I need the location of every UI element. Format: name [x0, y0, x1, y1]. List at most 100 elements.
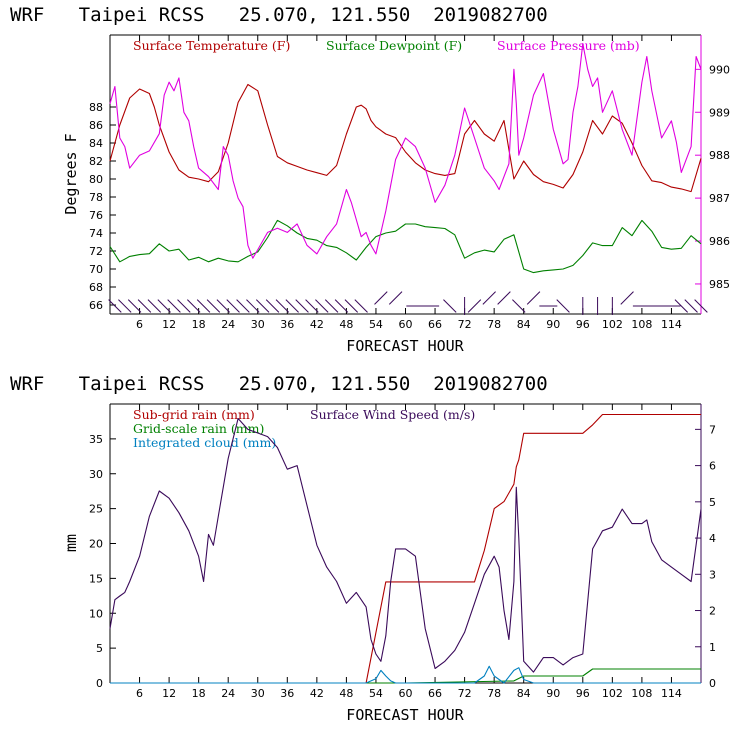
chart1-wind-barb [295, 299, 309, 313]
chart1-y-tick-label: 70 [89, 263, 103, 276]
chart2-y-tick-label: 5 [96, 642, 103, 655]
chart1-x-tick-label: 18 [192, 318, 206, 331]
chart2-y2-tick-label: 7 [709, 423, 716, 436]
chart1-series-surface-dewpoint [109, 219, 702, 274]
chart1-wind-barb [305, 299, 319, 313]
chart2-y-tick-label: 25 [89, 503, 103, 516]
chart1-wind-barb [354, 299, 368, 313]
chart2-x-tick-label: 96 [576, 687, 590, 700]
chart2-y-tick-label: 15 [89, 572, 103, 585]
chart2-x-tick-label: 60 [399, 687, 413, 700]
chart2-x-tick-label: 18 [192, 687, 206, 700]
chart1-y-tick-label: 78 [89, 191, 103, 204]
chart1-y2-tick-label: 989 [709, 106, 730, 119]
chart1-x-tick-label: 54 [369, 318, 383, 331]
chart1-x-tick-label: 48 [339, 318, 353, 331]
chart2-y2-tick-label: 6 [709, 460, 716, 473]
chart1-wind-barb [137, 299, 152, 313]
chart1-wind-barb [157, 299, 171, 313]
chart1-y2-tick-label: 988 [709, 149, 730, 162]
chart1-y2-tick-label: 987 [709, 192, 730, 205]
chart2-y2-tick-label: 5 [709, 496, 716, 509]
chart1-x-tick-label: 36 [280, 318, 294, 331]
chart1-x-tick-label: 66 [428, 318, 442, 331]
chart1-wind-barb [187, 299, 201, 313]
chart2-x-tick-label: 24 [221, 687, 235, 700]
chart1-wind-barb [482, 291, 496, 305]
chart1-wind-barb [275, 299, 290, 313]
chart1-wind-barb [374, 291, 388, 305]
chart1-wind-barb [147, 299, 162, 313]
chart2-x-tick-label: 6 [136, 687, 143, 700]
chart1-wind-barb [684, 299, 698, 313]
chart1-wind-barb [108, 299, 122, 313]
chart1-wind-barb [265, 299, 280, 313]
chart1-wind-barb [255, 299, 270, 313]
chart1-x-tick-label: 96 [576, 318, 590, 331]
chart1-x-tick-label: 30 [251, 318, 265, 331]
chart2-series-surface-wind-speed [109, 417, 702, 673]
chart1-x-tick-label: 84 [517, 318, 531, 331]
chart1-wind-barb [206, 299, 221, 313]
chart1-wind-barb [177, 299, 191, 313]
chart2-x-tick-label: 12 [162, 687, 176, 700]
chart1-y-tick-label: 72 [89, 245, 103, 258]
chart2-legend-cloud: Integrated cloud (mm) [133, 435, 276, 450]
chart1-legend-pressure: Surface Pressure (mb) [497, 38, 640, 53]
chart1-x-tick-label: 12 [162, 318, 176, 331]
chart1-wind-barb [388, 291, 403, 305]
chart1-y-tick-label: 74 [89, 227, 103, 240]
chart1-series-surface-pressure [109, 43, 702, 259]
chart1-x-tick-label: 90 [546, 318, 560, 331]
chart1-y-tick-label: 80 [89, 173, 103, 186]
chart2-x-tick-label: 114 [661, 687, 682, 700]
chart2-y-tick-label: 10 [89, 607, 103, 620]
chart1-wind-barb [127, 299, 142, 313]
chart1-y-tick-label: 88 [89, 101, 103, 114]
chart2-y-tick-label: 0 [96, 677, 103, 690]
chart1-wind-barb [467, 299, 482, 313]
chart1-wind-barb [334, 299, 349, 313]
chart2-y2-tick-label: 1 [709, 641, 716, 654]
chart1-ylabel: Degrees F [62, 133, 80, 214]
chart1-y-tick-label: 86 [89, 119, 103, 132]
chart1-wind-barb [285, 299, 299, 313]
chart1-wind-barb [324, 299, 339, 313]
chart2-y-tick-label: 20 [89, 538, 103, 551]
chart2-y-tick-label: 30 [89, 468, 103, 481]
chart2-y-tick-label: 35 [89, 433, 103, 446]
chart1-wind-barb [526, 291, 541, 305]
chart1-x-tick-label: 108 [631, 318, 652, 331]
chart2-title: WRF Taipei RCSS 25.070, 121.550 20190827… [10, 373, 548, 395]
chart1-wind-barb [246, 299, 260, 313]
chart1-wind-barb [443, 299, 457, 313]
chart2-x-tick-label: 30 [251, 687, 265, 700]
chart1-wind-barb [196, 299, 211, 313]
chart1-wind-barb [674, 299, 689, 313]
chart2-y2-tick-label: 0 [709, 677, 716, 690]
chart1-x-tick-label: 60 [399, 318, 413, 331]
chart2-y2-tick-label: 4 [709, 532, 716, 545]
chart1-x-tick-label: 24 [221, 318, 235, 331]
chart1-x-tick-label: 72 [458, 318, 472, 331]
chart1-y-tick-label: 82 [89, 155, 103, 168]
chart2-x-tick-label: 48 [339, 687, 353, 700]
chart2-x-tick-label: 102 [602, 687, 623, 700]
chart2-x-tick-label: 42 [310, 687, 324, 700]
chart1-wind-barb [694, 299, 708, 313]
chart1-x-tick-label: 102 [602, 318, 623, 331]
chart2-legend-subgrid-rain: Sub-grid rain (mm) [133, 407, 255, 422]
chart2-x-tick-label: 84 [517, 687, 531, 700]
chart2-y2-tick-label: 3 [709, 568, 716, 581]
chart1-y2-tick-label: 986 [709, 235, 730, 248]
chart1-wind-barb [167, 299, 181, 313]
chart2-series-integrated-cloud [110, 665, 701, 684]
chart2-xlabel: FORECAST HOUR [346, 706, 464, 724]
chart1-wind-barb [344, 299, 359, 313]
chart1-y-tick-label: 84 [89, 137, 103, 150]
chart2-x-tick-label: 78 [487, 687, 501, 700]
chart2-series-sub-grid-rain [110, 413, 701, 684]
chart2-x-tick-label: 66 [428, 687, 442, 700]
chart1-wind-barb [216, 299, 230, 313]
